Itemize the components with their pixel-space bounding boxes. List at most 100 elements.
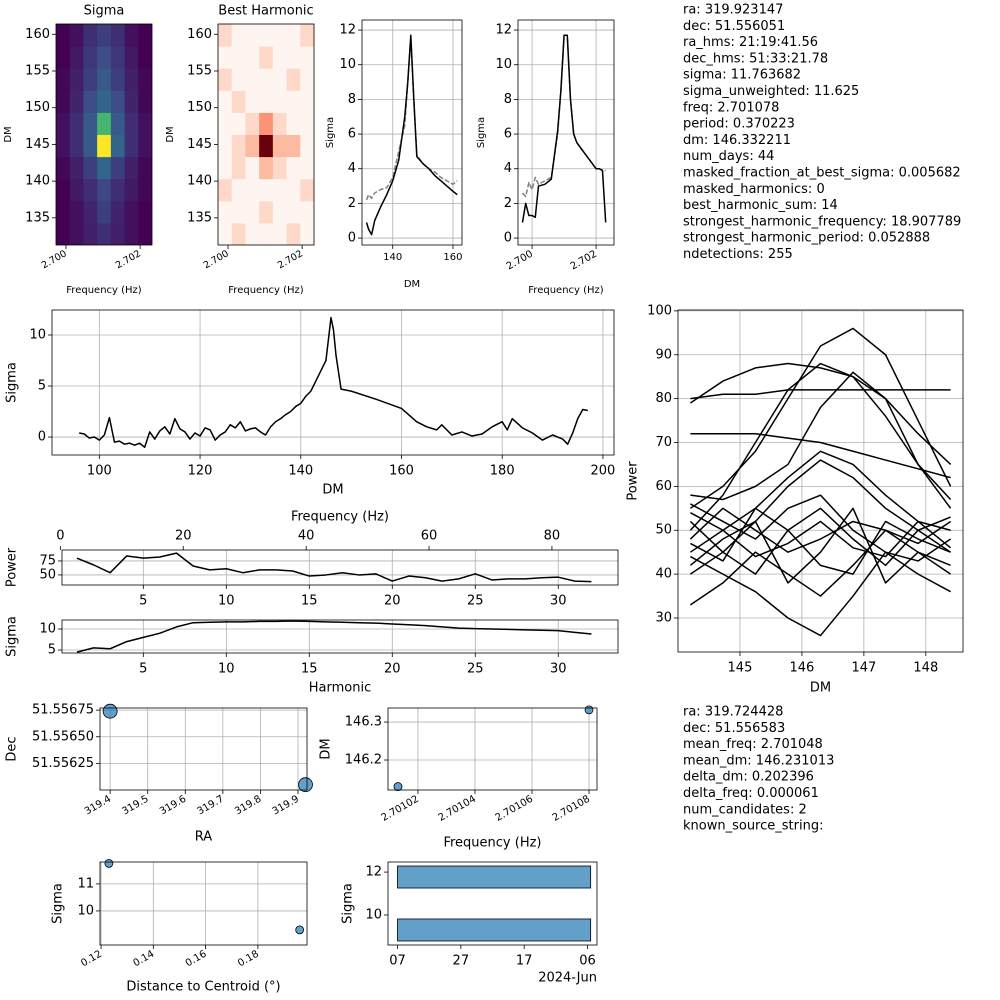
y-tick-label: 50 bbox=[655, 523, 672, 538]
x-tick-label: 2.702 bbox=[569, 249, 599, 273]
y-tick-label: 10 bbox=[339, 57, 356, 72]
info-line: strongest_harmonic_frequency: 18.907789 bbox=[683, 214, 961, 229]
heatmap-cell bbox=[138, 222, 152, 245]
heatmap-cell bbox=[138, 46, 152, 69]
heatmap-cell bbox=[110, 156, 126, 180]
heatmap-cell bbox=[69, 222, 84, 245]
x-axis-label: Frequency (Hz) bbox=[528, 285, 604, 296]
x-tick-label: 2.702 bbox=[276, 248, 305, 271]
y-tick-label: 10 bbox=[495, 57, 512, 72]
scatter-point bbox=[393, 782, 403, 791]
heatmap-cell bbox=[83, 178, 98, 202]
y-tick-label: 30 bbox=[655, 610, 672, 625]
chart: 2.700 2.702 135 140 145 150 155 160 Best Harmoni… bbox=[165, 4, 315, 296]
y-tick-label: 6 bbox=[504, 127, 512, 142]
heatmap-cell bbox=[245, 134, 260, 158]
y-axis-label: DM bbox=[3, 126, 14, 142]
info-line: freq: 2.701078 bbox=[683, 100, 779, 115]
heatmap-cell bbox=[286, 222, 301, 245]
series-line bbox=[690, 432, 951, 479]
x-tick-label: 5 bbox=[139, 662, 147, 677]
info-line: num_candidates: 2 bbox=[683, 802, 807, 817]
chart: 2.700 2.702 135 140 145 150 155 160 Sigma Frequen… bbox=[3, 4, 153, 296]
heatmap-cell bbox=[69, 46, 84, 69]
x-tick-label: 10 bbox=[218, 662, 235, 677]
series-line bbox=[76, 620, 592, 653]
info-line: delta_freq: 0.000061 bbox=[683, 786, 819, 801]
y-axis-label: Sigma bbox=[325, 117, 336, 148]
heatmap-cell bbox=[300, 46, 314, 69]
y-tick-label: 51.55675 bbox=[32, 703, 94, 718]
heatmap-cell bbox=[231, 134, 246, 158]
series-line bbox=[521, 34, 607, 223]
x-tick-label: 10 bbox=[218, 594, 235, 609]
heatmap-cell bbox=[218, 178, 233, 202]
heatmap-cell bbox=[138, 112, 152, 135]
x-tick-label: 2.70102 bbox=[380, 794, 421, 824]
y-tick-label: 145 bbox=[187, 137, 212, 152]
y-tick-label: 6 bbox=[348, 127, 356, 142]
x-tick-label: 120 bbox=[188, 464, 213, 479]
heatmap-cell bbox=[69, 178, 84, 202]
plot-area bbox=[365, 34, 458, 236]
x-tick-label: 160 bbox=[443, 252, 462, 263]
heatmap-cell bbox=[83, 222, 98, 245]
y-tick-label: 75 bbox=[39, 553, 56, 568]
x-tick-label: 2.700 bbox=[505, 249, 535, 273]
info-line: dec: 51.556051 bbox=[683, 19, 785, 34]
y-axis-label: Power bbox=[626, 461, 641, 501]
series-line bbox=[690, 389, 951, 400]
y-tick-label: 51.55625 bbox=[32, 756, 94, 771]
heatmap-cell bbox=[259, 90, 274, 113]
chart: 2.700 2.702 0 2 4 6 8 10 12 Frequency (Hz) Sigma bbox=[476, 19, 615, 296]
info-line: ra: 319.724428 bbox=[683, 705, 783, 720]
info-line: dec_hms: 51:33:21.78 bbox=[683, 51, 828, 66]
heatmap-cell bbox=[272, 222, 288, 245]
info-line: sigma: 11.763682 bbox=[683, 68, 801, 83]
info-line: period: 0.370223 bbox=[683, 117, 795, 132]
heatmap-cell bbox=[231, 24, 246, 47]
x-tick-label: 146 bbox=[789, 661, 814, 676]
heatmap-cell bbox=[231, 222, 246, 245]
info-line: ra: 319.923147 bbox=[683, 3, 783, 18]
scatter-point bbox=[584, 705, 594, 715]
x-tick-label: 27 bbox=[453, 954, 470, 969]
info-line: ndetections: 255 bbox=[683, 247, 793, 262]
heatmap-cell bbox=[218, 68, 233, 91]
heatmap-cell bbox=[259, 46, 274, 69]
chart: 07 27 17 06 10 12 Sigma 2024-Jun bbox=[341, 861, 598, 986]
y-tick-label: 10 bbox=[365, 907, 382, 922]
heatmap-cell bbox=[56, 24, 71, 47]
heatmap-cell bbox=[110, 200, 126, 224]
x-tick-label: 0.12 bbox=[79, 949, 104, 970]
y-tick-label: 12 bbox=[365, 865, 382, 880]
plot-area bbox=[689, 327, 952, 637]
y-tick-label: 12 bbox=[495, 23, 512, 38]
heatmap-cell bbox=[83, 156, 98, 180]
heatmap-cell bbox=[300, 200, 314, 224]
y-tick-label: 12 bbox=[339, 23, 356, 38]
x-axis-label: Frequency (Hz) bbox=[66, 285, 142, 296]
series-line bbox=[690, 494, 952, 562]
heatmap-cell bbox=[83, 112, 98, 135]
heatmap-cell bbox=[245, 156, 260, 180]
x-offset-label: 2024-Jun bbox=[538, 971, 597, 986]
series-line bbox=[79, 316, 588, 448]
heatmap-cell bbox=[259, 178, 274, 202]
x-tick-label: 2.70108 bbox=[551, 794, 592, 824]
heatmap-cell bbox=[245, 200, 260, 224]
series-line bbox=[365, 34, 458, 236]
x-axis-label: DM bbox=[404, 279, 420, 290]
heatmap-cell bbox=[83, 90, 98, 113]
heatmap-cell bbox=[56, 46, 71, 69]
heatmap-cell bbox=[286, 134, 301, 158]
y-tick-label: 146.2 bbox=[345, 753, 382, 768]
series-line bbox=[690, 551, 951, 637]
bar bbox=[397, 865, 592, 889]
heatmap-cell bbox=[218, 112, 233, 135]
chart-title: Sigma bbox=[84, 4, 125, 19]
x-axis-label: Distance to Centroid (°) bbox=[126, 980, 280, 995]
heatmap-cell bbox=[272, 68, 288, 91]
